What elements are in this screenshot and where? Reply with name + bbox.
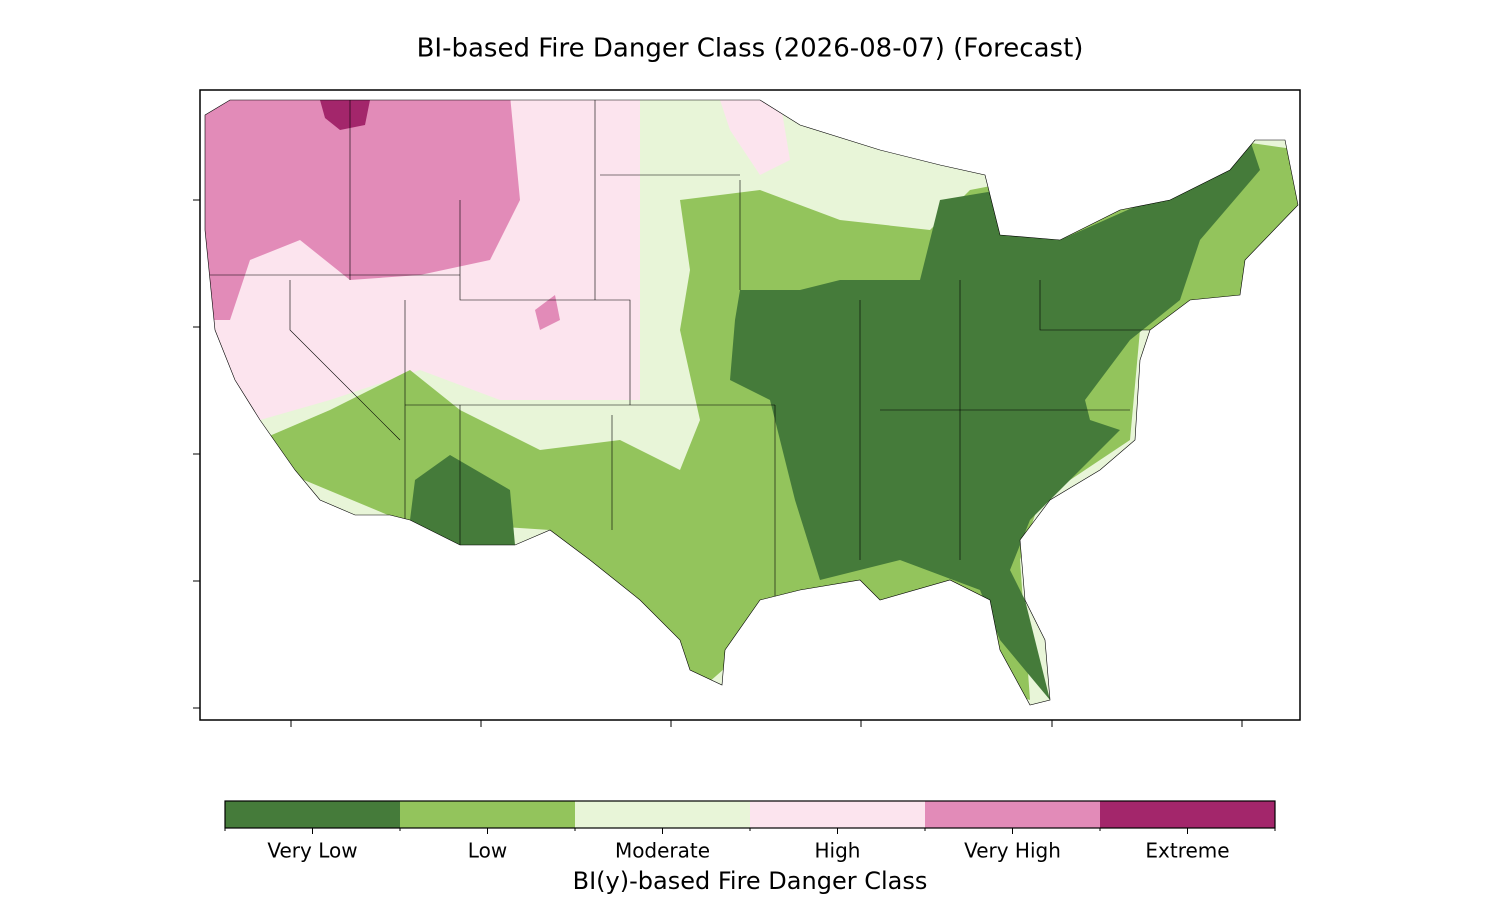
region: [205, 100, 520, 320]
colorbar-tick-label: Low: [468, 839, 507, 863]
region: [720, 100, 790, 175]
colorbar-frame: [224, 800, 1276, 829]
colorbar: Very Low Low Moderate High Very High Extreme: [224, 800, 1276, 863]
map-frame: [199, 89, 1301, 721]
colorbar-tick-label: Moderate: [615, 839, 710, 863]
colorbar-segment: [1100, 801, 1275, 828]
colorbar-segment: [225, 801, 400, 828]
axis-ticks: [193, 199, 1243, 727]
colorbar-segment: [750, 801, 925, 828]
colorbar-tick-label: Extreme: [1145, 839, 1229, 863]
region: [730, 140, 1260, 700]
colorbar-segment: [575, 801, 750, 828]
colorbar-tick-label: Very Low: [267, 839, 357, 863]
colorbar-tick-label: Very High: [964, 839, 1061, 863]
state-borders: [205, 100, 1150, 600]
region: [320, 100, 370, 130]
colorbar-segment: [400, 801, 575, 828]
map-title: BI-based Fire Danger Class (2026-08-07) …: [417, 34, 1084, 64]
colorbar-tick-label: High: [815, 839, 861, 863]
region: [535, 295, 560, 330]
region: [410, 455, 515, 545]
colorbar-label: BI(y)-based Fire Danger Class: [573, 867, 928, 895]
fire-danger-map: [205, 100, 1298, 705]
coastline: [204, 99, 1299, 706]
colorbar-segment: [925, 801, 1100, 828]
